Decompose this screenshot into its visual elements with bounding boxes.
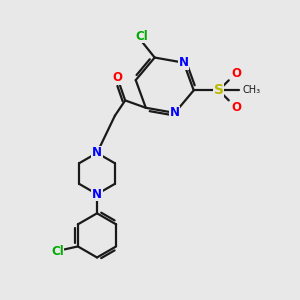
Text: N: N <box>92 146 102 159</box>
Text: O: O <box>231 67 242 80</box>
Text: O: O <box>113 71 123 84</box>
Text: N: N <box>92 188 102 201</box>
Text: N: N <box>170 106 180 119</box>
Text: CH₃: CH₃ <box>242 85 260 95</box>
Text: O: O <box>231 100 242 114</box>
Text: Cl: Cl <box>51 245 64 258</box>
Text: Cl: Cl <box>135 30 148 43</box>
Text: S: S <box>214 83 224 97</box>
Text: N: N <box>178 56 189 69</box>
